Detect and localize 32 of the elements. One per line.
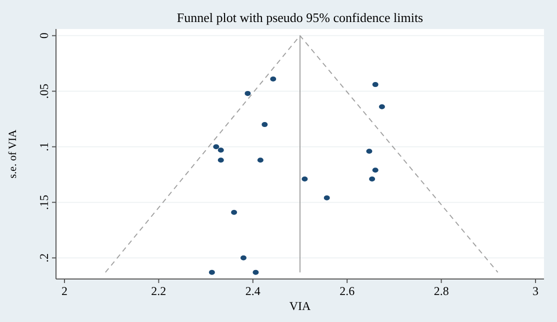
point [231,210,238,215]
chart-title: Funnel plot with pseudo 95% confidence limits [176,10,424,25]
y-tick-label: .2 [37,253,51,262]
point [257,158,264,163]
x-tick-label: 2.6 [340,284,355,298]
x-tick-label: 2 [61,284,68,298]
y-tick-label: .1 [37,142,51,152]
y-tick-label: 0 [37,32,51,39]
x-axis-title: VIA [289,299,311,313]
point [244,90,251,96]
y-tick-label: .15 [37,194,51,210]
x-tick-label: 2.4 [245,284,260,298]
point [252,270,259,275]
point [262,122,268,128]
point [378,104,385,110]
point [208,270,215,275]
point [218,148,224,153]
point [302,176,308,182]
point [372,168,378,173]
point [324,195,330,200]
point [369,176,376,182]
point [213,144,220,150]
y-axis-title: s.e. of VIA [7,130,19,178]
point [372,82,378,88]
x-tick-label: 2.8 [434,284,449,298]
y-tick-label: .05 [37,84,51,99]
point [270,76,276,82]
point [218,158,224,163]
x-tick-label: 2.2 [151,284,166,298]
point [240,255,246,260]
x-tick-label: 3 [532,284,539,298]
point [366,148,372,154]
